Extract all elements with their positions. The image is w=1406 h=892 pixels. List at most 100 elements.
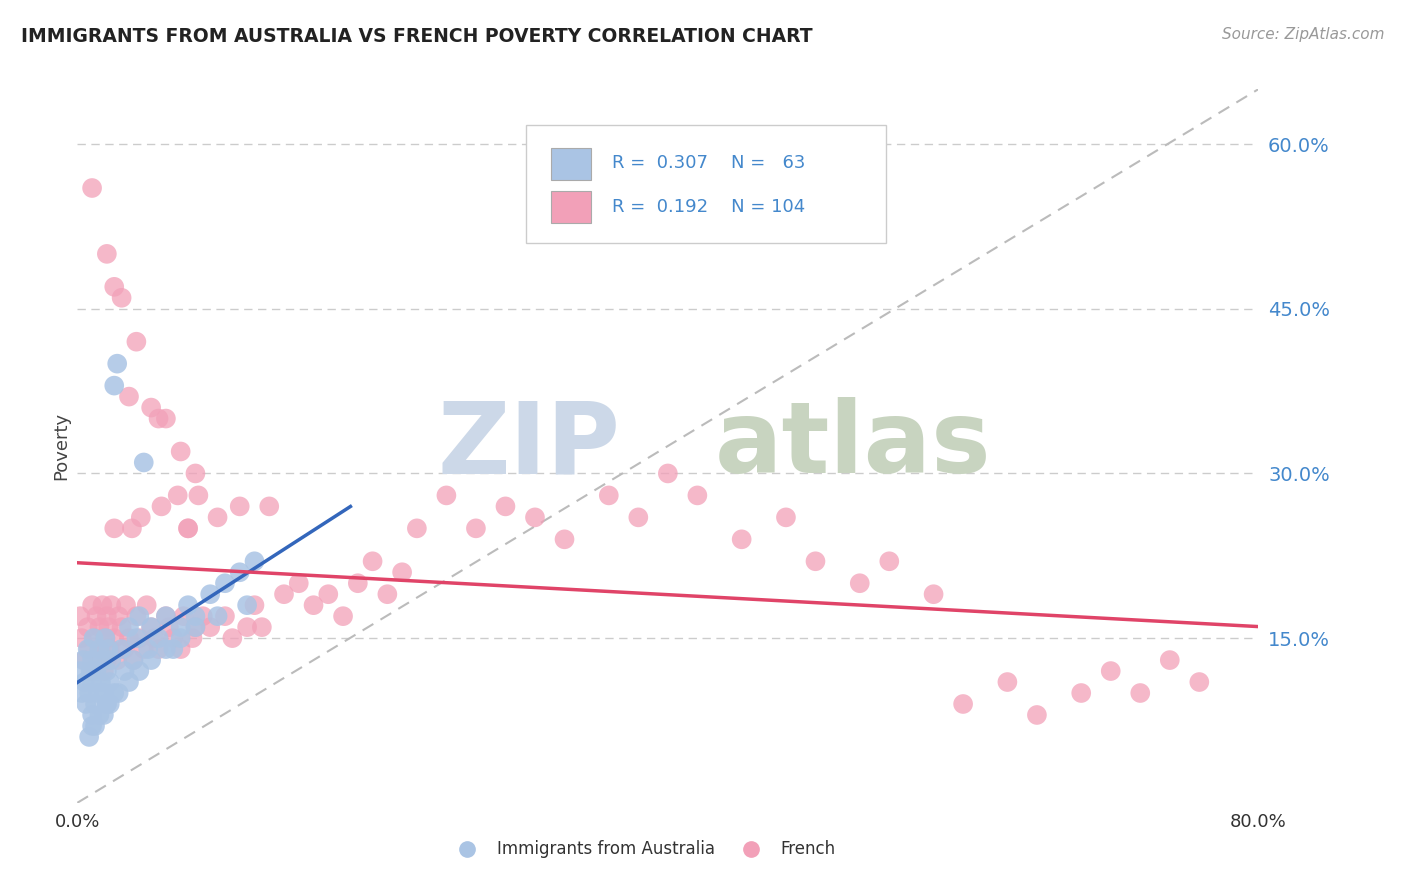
FancyBboxPatch shape: [551, 148, 591, 180]
Point: [103, 686, 125, 700]
Text: ZIP: ZIP: [437, 398, 620, 494]
Point: [214, 576, 236, 591]
Point: [82, 598, 104, 612]
Point: [103, 521, 125, 535]
Point: [243, 554, 266, 568]
Point: [97, 642, 120, 657]
Text: French: French: [780, 840, 835, 858]
Point: [86, 664, 108, 678]
Point: [731, 533, 754, 547]
Point: [98, 675, 121, 690]
Point: [82, 664, 104, 678]
FancyBboxPatch shape: [526, 125, 886, 243]
Point: [84, 697, 107, 711]
Point: [173, 609, 195, 624]
Point: [97, 620, 120, 634]
Point: [318, 587, 340, 601]
Point: [103, 280, 125, 294]
Text: R =  0.307    N =   63: R = 0.307 N = 63: [613, 153, 806, 171]
Point: [129, 510, 152, 524]
Point: [84, 719, 107, 733]
Point: [1159, 653, 1181, 667]
Point: [128, 664, 150, 678]
Point: [627, 510, 650, 524]
Point: [103, 631, 125, 645]
Point: [77, 642, 100, 657]
Point: [89, 708, 111, 723]
Point: [72, 653, 94, 667]
Point: [96, 609, 118, 624]
Point: [1026, 708, 1049, 723]
Point: [122, 653, 145, 667]
Point: [191, 609, 214, 624]
Point: [111, 620, 132, 634]
Point: [879, 554, 901, 568]
Point: [125, 609, 148, 624]
Point: [96, 653, 118, 667]
Point: [922, 587, 945, 601]
Point: [82, 653, 104, 667]
Point: [361, 554, 384, 568]
Point: [77, 686, 100, 700]
Point: [157, 620, 180, 634]
Point: [73, 675, 96, 690]
Point: [177, 521, 200, 535]
Point: [105, 357, 128, 371]
Point: [377, 587, 399, 601]
Point: [177, 521, 200, 535]
Point: [121, 521, 143, 535]
Point: [184, 609, 207, 624]
Point: [148, 642, 170, 657]
Point: [98, 642, 121, 657]
Point: [406, 521, 429, 535]
Point: [162, 642, 184, 657]
Point: [554, 533, 576, 547]
Point: [96, 664, 118, 678]
Point: [114, 664, 136, 678]
Point: [849, 576, 872, 591]
Point: [77, 730, 100, 744]
Point: [114, 642, 136, 657]
Point: [170, 444, 193, 458]
Point: [128, 609, 150, 624]
Point: [302, 598, 325, 612]
Point: [90, 642, 112, 657]
Point: [94, 631, 117, 645]
Point: [184, 620, 207, 634]
Point: [148, 631, 170, 645]
Point: [136, 642, 159, 657]
Point: [214, 609, 236, 624]
Point: [464, 521, 488, 535]
Point: [997, 675, 1019, 690]
Point: [155, 609, 177, 624]
Point: [132, 455, 155, 469]
Point: [93, 708, 115, 723]
Point: [391, 566, 413, 580]
Point: [96, 697, 118, 711]
Point: [89, 653, 111, 667]
Point: [187, 488, 209, 502]
Point: [686, 488, 709, 502]
Point: [82, 675, 104, 690]
Point: [100, 598, 122, 612]
Point: [107, 686, 129, 700]
Point: [118, 390, 141, 404]
Point: [141, 653, 163, 667]
Point: [1188, 675, 1211, 690]
Point: [346, 576, 368, 591]
Point: [236, 620, 259, 634]
Point: [775, 510, 797, 524]
Point: [1129, 686, 1152, 700]
Point: [132, 642, 155, 657]
Point: [170, 631, 193, 645]
Point: [118, 675, 141, 690]
Point: [76, 620, 98, 634]
Point: [141, 620, 163, 634]
Point: [122, 653, 145, 667]
Point: [141, 620, 163, 634]
Point: [259, 500, 281, 514]
Point: [73, 653, 96, 667]
Point: [170, 642, 193, 657]
Point: [135, 598, 157, 612]
Point: [332, 609, 354, 624]
